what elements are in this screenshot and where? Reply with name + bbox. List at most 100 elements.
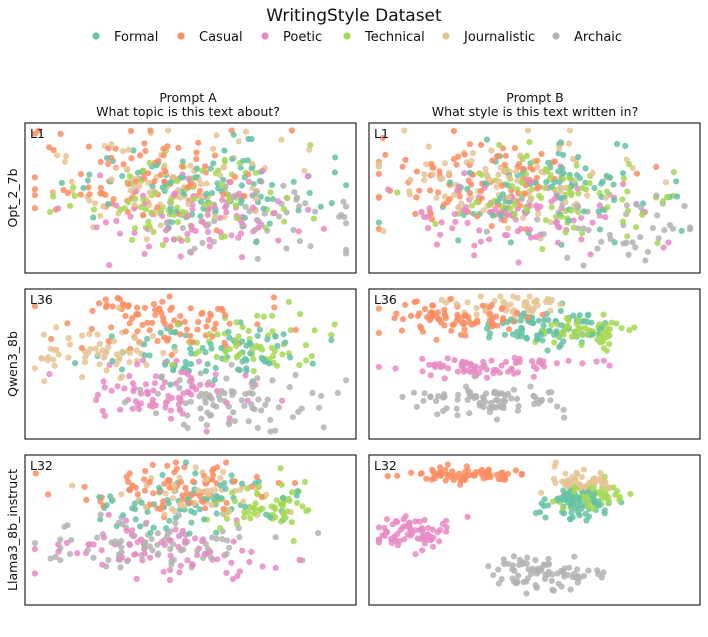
point-formal — [193, 165, 200, 172]
point-poetic — [570, 217, 577, 224]
point-formal — [218, 495, 225, 502]
point-casual — [421, 305, 429, 313]
point-archaic — [510, 386, 517, 393]
point-casual — [375, 194, 382, 201]
point-casual — [139, 321, 146, 328]
point-archaic — [655, 235, 662, 242]
point-journalistic — [126, 349, 134, 357]
point-formal — [208, 190, 216, 197]
point-casual — [442, 477, 449, 484]
point-technical — [174, 219, 182, 226]
point-journalistic — [197, 181, 204, 188]
point-formal — [272, 333, 279, 340]
point-journalistic — [488, 147, 495, 154]
point-casual — [156, 306, 163, 314]
point-casual — [83, 496, 90, 503]
point-casual — [474, 213, 481, 220]
point-archaic — [230, 389, 237, 396]
point-poetic — [606, 362, 613, 369]
point-poetic — [134, 361, 141, 368]
point-casual — [220, 191, 227, 198]
point-formal — [590, 490, 598, 497]
point-technical — [625, 160, 633, 168]
column-header-prompt-b-line2: What style is this text written in? — [432, 104, 638, 119]
point-formal — [80, 185, 87, 192]
point-poetic — [579, 360, 586, 367]
point-journalistic — [464, 299, 471, 306]
point-formal — [523, 334, 530, 341]
row-label-llama3-8b-instruct: Llama3_8b_instruct — [5, 469, 20, 591]
point-poetic — [167, 566, 174, 574]
point-poetic — [176, 569, 183, 576]
point-poetic — [182, 369, 189, 376]
point-poetic — [162, 404, 169, 411]
point-archaic — [515, 403, 522, 410]
point-archaic — [264, 227, 271, 234]
point-archaic — [182, 400, 189, 407]
point-archaic — [343, 246, 350, 253]
point-journalistic — [180, 502, 187, 510]
point-casual — [205, 317, 212, 324]
point-technical — [70, 184, 77, 191]
point-journalistic — [161, 162, 168, 169]
point-casual — [413, 194, 420, 201]
point-formal — [167, 381, 174, 388]
point-poetic — [574, 185, 581, 192]
point-archaic — [687, 226, 694, 233]
point-formal — [210, 160, 217, 167]
point-journalistic — [61, 158, 68, 165]
point-poetic — [93, 396, 100, 404]
point-formal — [560, 510, 568, 517]
point-technical — [631, 324, 638, 331]
point-archaic — [547, 397, 554, 404]
point-technical — [251, 510, 258, 517]
point-formal — [119, 173, 126, 180]
point-archaic — [264, 396, 271, 403]
point-technical — [233, 215, 240, 222]
point-poetic — [98, 547, 105, 554]
point-archaic — [225, 544, 233, 551]
point-journalistic — [124, 167, 131, 174]
point-journalistic — [240, 498, 247, 505]
point-archaic — [661, 227, 668, 234]
point-technical — [571, 488, 578, 495]
point-journalistic — [108, 141, 115, 148]
point-casual — [77, 191, 84, 198]
point-poetic — [167, 552, 174, 559]
point-technical — [670, 169, 677, 176]
point-journalistic — [469, 150, 477, 157]
point-poetic — [93, 224, 100, 231]
point-formal — [244, 157, 251, 164]
point-casual — [220, 505, 227, 513]
point-journalistic — [86, 331, 93, 338]
point-formal — [269, 196, 276, 203]
point-journalistic — [486, 176, 493, 183]
point-archaic — [179, 225, 186, 232]
point-journalistic — [157, 222, 164, 229]
point-technical — [550, 498, 557, 505]
point-poetic — [90, 541, 97, 548]
panel-frame — [24, 122, 357, 274]
point-casual — [141, 487, 148, 494]
point-archaic — [131, 532, 138, 539]
point-technical — [199, 167, 206, 174]
point-formal — [104, 154, 111, 162]
point-casual — [161, 178, 168, 185]
point-casual — [433, 336, 440, 343]
point-journalistic — [513, 168, 520, 175]
point-casual — [448, 327, 455, 334]
point-technical — [290, 537, 297, 545]
point-casual — [193, 149, 200, 156]
point-technical — [219, 182, 226, 189]
point-poetic — [532, 233, 540, 241]
point-archaic — [623, 202, 630, 209]
point-formal — [562, 491, 569, 498]
point-casual — [106, 338, 113, 345]
point-archaic — [528, 570, 535, 578]
legend-label-formal: Formal — [114, 30, 158, 45]
point-poetic — [465, 367, 472, 374]
point-poetic — [236, 568, 243, 575]
point-poetic — [461, 170, 468, 177]
point-casual — [196, 492, 203, 500]
point-poetic — [421, 516, 428, 524]
